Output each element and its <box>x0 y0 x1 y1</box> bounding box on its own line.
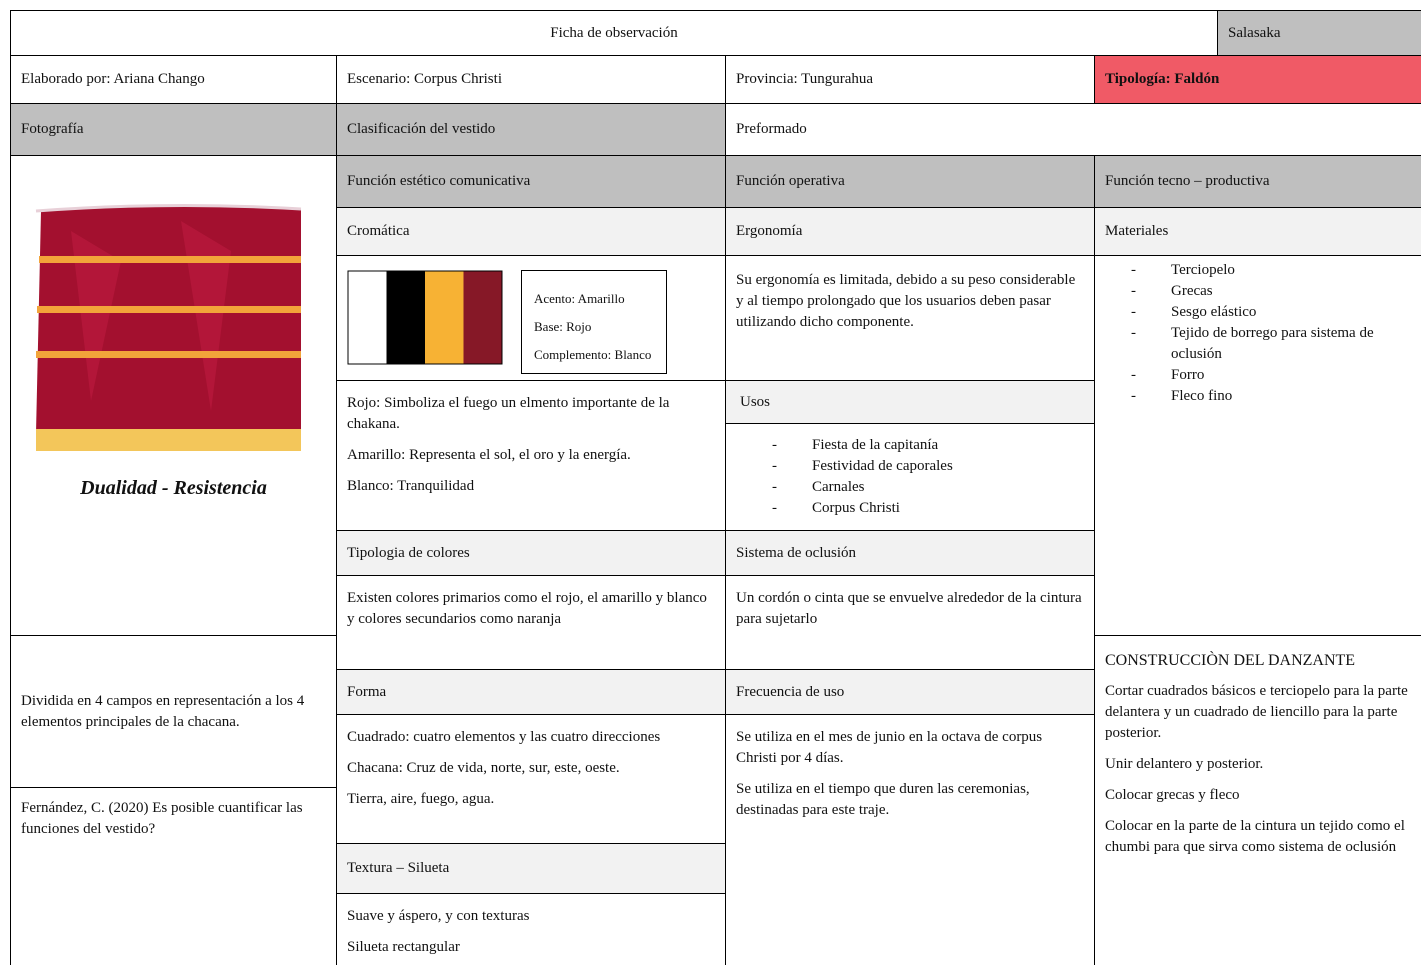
photo-description: Dividida en 4 campos en representación a… <box>10 635 337 788</box>
swatch <box>386 271 425 364</box>
uses-cell: Fiesta de la capitanía Festividad de cap… <box>725 423 1095 531</box>
construction-step: Colocar en la parte de la cintura un tej… <box>1105 818 1405 855</box>
construction-step: Cortar cuadrados básicos e terciopelo pa… <box>1105 683 1408 741</box>
materials-label: Materiales <box>1094 207 1421 256</box>
closure-label: Sistema de oclusión <box>725 530 1095 576</box>
classification-label: Clasificación del vestido <box>336 103 726 156</box>
material: Sesgo elástico <box>1131 302 1411 323</box>
palette-legend: Acento: Amarillo Base: Rojo Complemento:… <box>521 270 667 374</box>
material: Forro <box>1131 365 1411 386</box>
texture-label: Textura – Silueta <box>336 843 726 894</box>
frequency-line: Se utiliza en el tiempo que duren las ce… <box>736 781 1030 818</box>
photo-label: Fotografía <box>10 103 337 156</box>
form-text: Cuadrado: cuatro elementos y las cuatro … <box>336 714 726 844</box>
color-typology-text: Existen colores primarios como el rojo, … <box>336 575 726 670</box>
waistband <box>35 203 302 213</box>
use: Corpus Christi <box>772 498 1084 519</box>
meanings: Rojo: Simboliza el fuego un elmento impo… <box>336 380 726 531</box>
stripe <box>39 256 301 263</box>
use: Festividad de caporales <box>772 456 1084 477</box>
classification-value: Preformado <box>725 103 1421 156</box>
construction-cell: CONSTRUCCIÒN DEL DANZANTE Cortar cuadrad… <box>1094 635 1421 965</box>
operative-title: Función operativa <box>725 155 1095 208</box>
province: Provincia: Tungurahua <box>725 55 1095 104</box>
meaning: Blanco: Tranquilidad <box>347 478 475 494</box>
texture-line: Suave y áspero, y con texturas <box>347 908 530 924</box>
materials-cell: Terciopelo Grecas Sesgo elástico Tejido … <box>1094 255 1421 636</box>
ergonomy-label: Ergonomía <box>725 207 1095 256</box>
texture-text: Suave y áspero, y con texturas Silueta r… <box>336 893 726 965</box>
aesthetic-title: Función estético comunicativa <box>336 155 726 208</box>
legend-item: Acento: Amarillo <box>534 291 625 306</box>
title: Ficha de observación <box>10 10 1218 56</box>
frequency-label: Frecuencia de uso <box>725 669 1095 715</box>
color-typology-label: Tipologia de colores <box>336 530 726 576</box>
use: Fiesta de la capitanía <box>772 435 1084 456</box>
skirt-photo <box>35 203 302 451</box>
use: Carnales <box>772 477 1084 498</box>
typology: Tipología: Faldón <box>1094 55 1421 104</box>
form-line: Chacana: Cruz de vida, norte, sur, este,… <box>347 760 620 776</box>
reference: Fernández, C. (2020) Es posible cuantifi… <box>10 787 337 965</box>
photo-caption: Dualidad - Resistencia <box>80 477 267 499</box>
stripe <box>37 306 301 313</box>
construction-step: Colocar grecas y fleco <box>1105 787 1240 803</box>
skirt-sheen <box>71 221 231 411</box>
material: Terciopelo <box>1131 260 1411 281</box>
construction-title: CONSTRUCCIÒN DEL DANZANTE <box>1105 652 1356 669</box>
form-label: Forma <box>336 669 726 715</box>
swatch-frame <box>347 270 503 365</box>
swatches <box>347 270 503 365</box>
material: Fleco fino <box>1131 386 1411 407</box>
chromatic-label: Cromática <box>336 207 726 256</box>
ergonomy-text: Su ergonomía es limitada, debido a su pe… <box>725 255 1095 381</box>
frequency-text: Se utiliza en el mes de junio en la octa… <box>725 714 1095 965</box>
form-line: Cuadrado: cuatro elementos y las cuatro … <box>347 729 661 745</box>
legend-item: Base: Rojo <box>534 319 592 334</box>
swatch <box>348 271 387 364</box>
fringe <box>36 429 301 451</box>
construction-step: Unir delantero y posterior. <box>1105 756 1264 772</box>
palette-cell: Acento: Amarillo Base: Rojo Complemento:… <box>336 255 726 381</box>
form-line: Tierra, aire, fuego, agua. <box>347 791 495 807</box>
uses-list: Fiesta de la capitanía Festividad de cap… <box>736 435 1084 519</box>
swatch <box>463 271 502 364</box>
material: Grecas <box>1131 281 1411 302</box>
productive-title: Función tecno – productiva <box>1094 155 1421 208</box>
author: Elaborado por: Ariana Chango <box>10 55 337 104</box>
legend-item: Complemento: Blanco <box>534 347 652 362</box>
materials-list: Terciopelo Grecas Sesgo elástico Tejido … <box>1105 260 1411 407</box>
meaning: Amarillo: Representa el sol, el oro y la… <box>347 447 631 463</box>
scenario: Escenario: Corpus Christi <box>336 55 726 104</box>
texture-line: Silueta rectangular <box>347 939 460 955</box>
photo-cell: Dualidad - Resistencia <box>10 155 337 636</box>
uses-label: Usos <box>725 380 1095 424</box>
community: Salasaka <box>1217 10 1421 56</box>
frequency-line: Se utiliza en el mes de junio en la octa… <box>736 729 1043 766</box>
material: Tejido de borrego para sistema de oclusi… <box>1131 323 1411 365</box>
closure-text: Un cordón o cinta que se envuelve alrede… <box>725 575 1095 670</box>
stripe <box>36 351 301 358</box>
meaning: Rojo: Simboliza el fuego un elmento impo… <box>347 395 670 432</box>
swatch <box>425 271 464 364</box>
